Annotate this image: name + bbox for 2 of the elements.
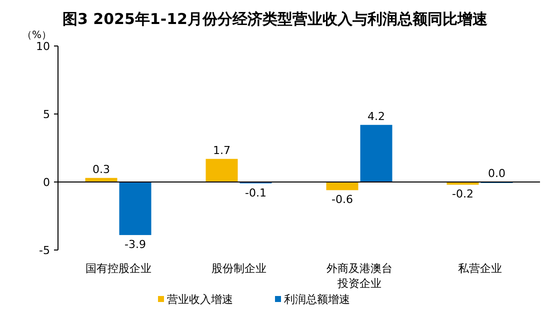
ylabel: （%） (22, 30, 52, 41)
title: 图3 2025年1-12月份分经济类型营业收入与利润总额同比增速 (62, 10, 488, 28)
